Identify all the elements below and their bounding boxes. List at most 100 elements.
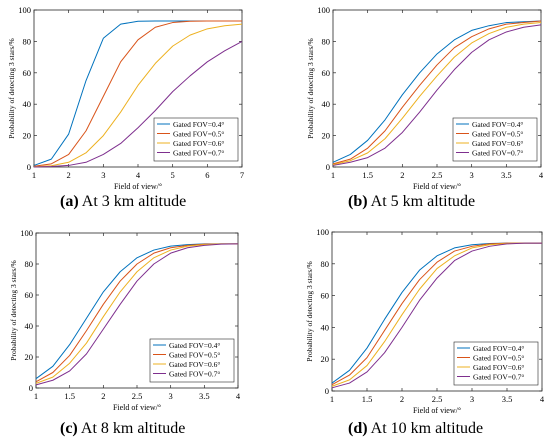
panel-1-y-axis-label: Probability of detecting 3 stars/% bbox=[306, 38, 315, 138]
panel-1-y-tick-label: 80 bbox=[322, 36, 331, 46]
panel-0-y-tick-label: 80 bbox=[23, 36, 32, 46]
caption-b: (b) At 5 km altitude bbox=[348, 193, 475, 211]
panel-3-y-tick-label: 80 bbox=[321, 259, 330, 269]
panel-2-y-axis-label: Probability of detecting 3 stars/% bbox=[9, 260, 18, 360]
panel-3-x-axis-label: Field of view/° bbox=[413, 406, 461, 415]
panel-2-series-line-3 bbox=[35, 243, 239, 386]
panel-0-x-axis-label: Field of view/° bbox=[114, 182, 162, 191]
panel-2-x-axis-label: Field of view/° bbox=[113, 403, 161, 412]
panel-2-y-tick-label: 0 bbox=[29, 383, 33, 393]
panel-1-legend-label-0: Gated FOV=0.4° bbox=[472, 120, 523, 129]
panel-0-x-tick-label: 4 bbox=[136, 170, 141, 180]
panel-3-legend-label-0: Gated FOV=0.4° bbox=[473, 344, 524, 353]
panel-1-legend-label-3: Gated FOV=0.7° bbox=[472, 148, 523, 157]
panel-1-x-tick-label: 2 bbox=[400, 170, 404, 180]
panel-0-legend-label-0: Gated FOV=0.4° bbox=[173, 120, 224, 129]
panel-2-legend-label-3: Gated FOV=0.7° bbox=[169, 369, 220, 378]
panel-3-x-tick-label: 3.5 bbox=[502, 394, 513, 404]
panel-1-x-tick-label: 3 bbox=[470, 170, 474, 180]
panel-0-x-tick-label: 2 bbox=[67, 170, 71, 180]
panel-3-legend-label-2: Gated FOV=0.6° bbox=[473, 363, 524, 372]
panel-0-legend-label-1: Gated FOV=0.5° bbox=[173, 129, 224, 138]
panel-3-legend-label-3: Gated FOV=0.7° bbox=[473, 372, 524, 381]
caption-c-text: At 8 km altitude bbox=[77, 420, 186, 437]
panel-1-x-axis-label: Field of view/° bbox=[413, 182, 461, 191]
panel-3-y-tick-label: 100 bbox=[316, 227, 329, 237]
panel-3-y-tick-label: 20 bbox=[321, 354, 330, 364]
panel-0-x-tick-label: 7 bbox=[240, 170, 244, 180]
panel-3-x-tick-label: 1.5 bbox=[362, 394, 373, 404]
panel-1-x-tick-label: 2.5 bbox=[432, 170, 443, 180]
caption-d-id: (d) bbox=[348, 420, 368, 437]
panel-1-y-tick-label: 20 bbox=[322, 131, 331, 141]
panel-2-legend-box bbox=[149, 338, 235, 383]
panel-2-series-line-2 bbox=[35, 243, 238, 384]
panel-3-x-tick-label: 1 bbox=[330, 394, 334, 404]
panel-0-legend-label-3: Gated FOV=0.7° bbox=[173, 148, 224, 157]
panel-3-x-tick-label: 2 bbox=[400, 394, 404, 404]
panel-2-y-tick-label: 40 bbox=[25, 321, 34, 331]
caption-d: (d) At 10 km altitude bbox=[348, 420, 483, 438]
panel-1-y-tick-label: 100 bbox=[317, 5, 330, 15]
panel-2-x-tick-label: 3.5 bbox=[199, 391, 210, 401]
panel-2-y-tick-label: 80 bbox=[25, 259, 34, 269]
panel-2-x-tick-label: 1 bbox=[34, 391, 38, 401]
panel-0-series-line-1 bbox=[33, 20, 242, 167]
panel-3-x-tick-label: 3 bbox=[470, 394, 474, 404]
panel-3-series-line-3 bbox=[331, 242, 542, 389]
panel-1-x-tick-label: 4 bbox=[539, 170, 544, 180]
panel-1-x-tick-label: 3.5 bbox=[501, 170, 512, 180]
panel-0-series-line-3 bbox=[33, 40, 243, 168]
panel-2-y-tick-label: 100 bbox=[20, 228, 33, 238]
panel-1-y-tick-label: 40 bbox=[322, 99, 331, 109]
panel-3-legend-label-1: Gated FOV=0.5° bbox=[473, 353, 524, 362]
panel-1-x-tick-label: 1 bbox=[331, 170, 335, 180]
panel-2-x-tick-label: 2.5 bbox=[132, 391, 143, 401]
panel-1-y-tick-label: 0 bbox=[326, 162, 330, 172]
panel-2-x-tick-label: 2 bbox=[101, 391, 105, 401]
panel-2-legend-label-0: Gated FOV=0.4° bbox=[169, 341, 220, 350]
caption-a-id: (a) bbox=[60, 193, 79, 210]
caption-b-text: At 5 km altitude bbox=[367, 193, 476, 210]
panel-0-y-tick-label: 20 bbox=[23, 131, 32, 141]
panel-2-legend-label-2: Gated FOV=0.6° bbox=[169, 360, 220, 369]
panel-3-y-tick-label: 0 bbox=[325, 386, 329, 396]
panel-0-x-tick-label: 1 bbox=[32, 170, 36, 180]
panel-2-x-tick-label: 4 bbox=[236, 391, 241, 401]
panel-2-y-tick-label: 60 bbox=[25, 290, 34, 300]
panel-0-legend-box bbox=[153, 117, 239, 162]
panel-3-legend-box bbox=[453, 341, 539, 386]
panel-0-y-axis-label: Probability of detecting 3 stars/% bbox=[7, 38, 16, 138]
panel-3-x-tick-label: 4 bbox=[540, 394, 545, 404]
panel-1-series-line-0 bbox=[332, 20, 542, 163]
panel-0-x-tick-label: 3 bbox=[101, 170, 105, 180]
panel-3-y-tick-label: 60 bbox=[321, 291, 330, 301]
caption-d-text: At 10 km altitude bbox=[367, 420, 484, 437]
panel-2-x-tick-label: 1.5 bbox=[64, 391, 75, 401]
panel-1-legend-label-1: Gated FOV=0.5° bbox=[472, 129, 523, 138]
panel-0-x-tick-label: 5 bbox=[171, 170, 175, 180]
panel-1-series-line-1 bbox=[332, 20, 542, 165]
panel-1-x-tick-label: 1.5 bbox=[362, 170, 373, 180]
panel-0-y-tick-label: 100 bbox=[18, 5, 31, 15]
panel-2-legend-label-1: Gated FOV=0.5° bbox=[169, 350, 220, 359]
caption-a: (a) At 3 km altitude bbox=[60, 193, 186, 211]
caption-c-id: (c) bbox=[60, 420, 78, 437]
caption-b-id: (b) bbox=[348, 193, 368, 210]
panel-0-legend-label-2: Gated FOV=0.6° bbox=[173, 139, 224, 148]
panel-3-y-tick-label: 40 bbox=[321, 322, 330, 332]
panel-1-legend-label-2: Gated FOV=0.6° bbox=[472, 139, 523, 148]
panel-3-y-axis-label: Probability of detecting 3 stars/% bbox=[305, 261, 314, 361]
panel-3-x-tick-label: 2.5 bbox=[432, 394, 443, 404]
panel-1-legend-box bbox=[452, 117, 538, 162]
panel-0-y-tick-label: 40 bbox=[23, 99, 32, 109]
panel-2-y-tick-label: 20 bbox=[25, 352, 34, 362]
panel-0-series-line-2 bbox=[33, 23, 243, 168]
panel-1-series-line-2 bbox=[332, 22, 542, 166]
panel-2-x-tick-label: 3 bbox=[169, 391, 173, 401]
caption-a-text: At 3 km altitude bbox=[78, 193, 187, 210]
panel-0-y-tick-label: 0 bbox=[27, 162, 31, 172]
panel-0-y-tick-label: 60 bbox=[23, 68, 32, 78]
